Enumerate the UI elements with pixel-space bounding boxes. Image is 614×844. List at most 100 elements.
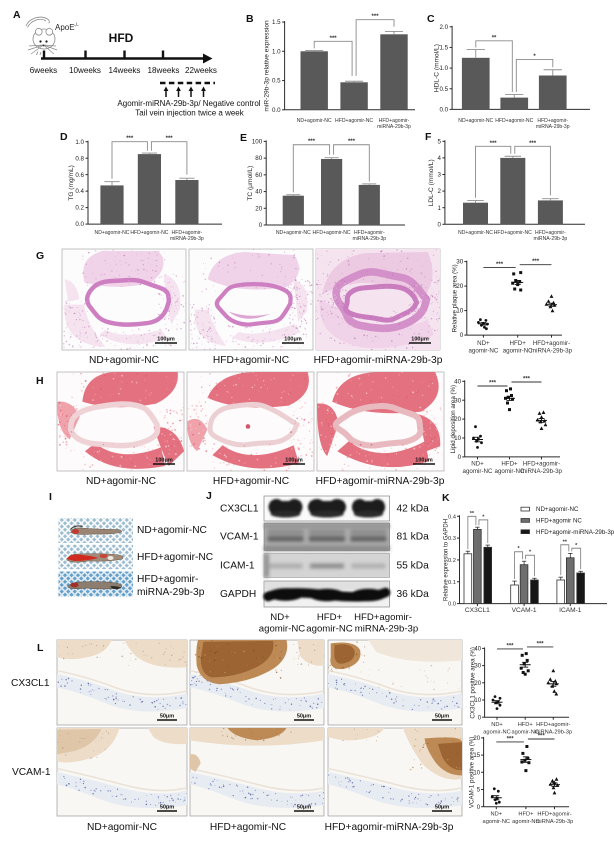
svg-text:agomir-NC: agomir-NC bbox=[259, 624, 305, 635]
svg-text:18weeks: 18weeks bbox=[148, 66, 180, 75]
svg-text:E: E bbox=[240, 132, 247, 144]
svg-text:0: 0 bbox=[460, 332, 464, 339]
svg-text:TC (μmol/L): TC (μmol/L) bbox=[247, 166, 254, 201]
svg-text:HFD+agomir-NC: HFD+agomir-NC bbox=[313, 230, 351, 236]
svg-text:100μm: 100μm bbox=[415, 458, 433, 464]
svg-text:ND+agomir-NC: ND+agomir-NC bbox=[458, 230, 493, 236]
svg-text:0: 0 bbox=[259, 222, 263, 229]
svg-text:0.2: 0.2 bbox=[75, 205, 84, 212]
svg-text:20: 20 bbox=[473, 736, 480, 742]
svg-text:HFD+agomir-: HFD+agomir- bbox=[379, 118, 410, 124]
svg-text:ND+agomir-NC: ND+agomir-NC bbox=[276, 230, 311, 236]
svg-text:agomir-NC: agomir-NC bbox=[483, 819, 511, 825]
svg-text:4: 4 bbox=[437, 155, 441, 162]
svg-text:3: 3 bbox=[437, 172, 441, 179]
svg-text:6weeks: 6weeks bbox=[30, 66, 57, 75]
svg-text:50μm: 50μm bbox=[297, 805, 311, 811]
svg-text:miRNA-29b-3p: miRNA-29b-3p bbox=[170, 236, 204, 242]
svg-text:miRNA-29b-3p: miRNA-29b-3p bbox=[521, 468, 562, 475]
svg-text:0.6: 0.6 bbox=[75, 172, 84, 179]
svg-text:HFD+: HFD+ bbox=[501, 461, 518, 468]
svg-text:HFD+: HFD+ bbox=[518, 812, 534, 818]
svg-text:HFD+agomir-NC: HFD+agomir-NC bbox=[213, 355, 289, 366]
svg-text:HFD+agomir-: HFD+agomir- bbox=[535, 230, 566, 236]
svg-text:HFD+agomir-: HFD+agomir- bbox=[354, 612, 412, 623]
svg-text:LDL-C (mmol/L): LDL-C (mmol/L) bbox=[428, 159, 435, 206]
svg-text:Lipid deposition area (%): Lipid deposition area (%) bbox=[450, 385, 457, 453]
svg-text:CX3CL1: CX3CL1 bbox=[11, 678, 50, 689]
svg-text:CX3CL1 positive area (%): CX3CL1 positive area (%) bbox=[470, 647, 477, 719]
svg-text:HFD+agomir-: HFD+agomir- bbox=[354, 230, 385, 236]
svg-text:30: 30 bbox=[456, 259, 464, 266]
svg-text:HFD+agomir-NC: HFD+agomir-NC bbox=[495, 118, 533, 124]
svg-text:***: *** bbox=[507, 736, 515, 742]
svg-text:0.0: 0.0 bbox=[75, 221, 84, 228]
svg-text:0.8: 0.8 bbox=[75, 155, 84, 162]
svg-text:miRNA-29b-3p: miRNA-29b-3p bbox=[536, 124, 570, 130]
svg-text:15: 15 bbox=[473, 753, 480, 759]
svg-text:ND+agomir-NC: ND+agomir-NC bbox=[95, 230, 130, 236]
svg-text:agomir-NC: agomir-NC bbox=[306, 624, 352, 635]
svg-text:42 kDa: 42 kDa bbox=[397, 504, 430, 515]
svg-text:10: 10 bbox=[454, 435, 462, 442]
svg-text:***: *** bbox=[372, 14, 380, 20]
svg-text:CX3CL1: CX3CL1 bbox=[465, 607, 490, 614]
svg-text:5: 5 bbox=[477, 788, 481, 794]
svg-text:50μm: 50μm bbox=[160, 714, 174, 720]
svg-text:0.5: 0.5 bbox=[439, 86, 448, 93]
svg-text:20: 20 bbox=[474, 681, 481, 687]
svg-text:ICAM-1: ICAM-1 bbox=[559, 607, 582, 614]
svg-text:miRNA-29b-3p: miRNA-29b-3p bbox=[534, 236, 568, 242]
svg-text:K: K bbox=[442, 492, 450, 504]
svg-text:1.5: 1.5 bbox=[272, 19, 281, 26]
svg-text:20: 20 bbox=[454, 416, 462, 423]
svg-text:**: ** bbox=[492, 35, 497, 41]
svg-text:agomir-NC: agomir-NC bbox=[463, 468, 493, 475]
svg-text:0: 0 bbox=[477, 805, 481, 811]
svg-text:0.4: 0.4 bbox=[448, 514, 457, 520]
svg-text:**: ** bbox=[470, 511, 475, 517]
svg-text:0: 0 bbox=[458, 454, 462, 461]
svg-text:I: I bbox=[49, 491, 52, 503]
svg-text:miRNA-29b-3p: miRNA-29b-3p bbox=[534, 730, 572, 736]
svg-text:GAPDH: GAPDH bbox=[220, 589, 256, 600]
svg-text:Relative expression to GAPDH: Relative expression to GAPDH bbox=[444, 519, 450, 601]
svg-text:2.0: 2.0 bbox=[439, 24, 448, 31]
svg-text:***: *** bbox=[330, 36, 338, 42]
svg-text:0: 0 bbox=[478, 715, 482, 721]
svg-text:L: L bbox=[37, 642, 44, 654]
svg-text:VCAM-1 positive area (%): VCAM-1 positive area (%) bbox=[469, 737, 476, 809]
svg-text:miRNA-29b-3p: miRNA-29b-3p bbox=[536, 819, 574, 825]
svg-text:HFD+: HFD+ bbox=[518, 722, 534, 728]
svg-text:22weeks: 22weeks bbox=[185, 66, 217, 75]
svg-text:0.0: 0.0 bbox=[272, 107, 281, 114]
svg-text:ND+: ND+ bbox=[491, 812, 503, 818]
svg-text:1.0: 1.0 bbox=[272, 48, 281, 55]
svg-text:0.1: 0.1 bbox=[448, 580, 456, 586]
svg-text:HDL-C (mmol/L): HDL-C (mmol/L) bbox=[434, 44, 441, 92]
svg-text:HFD+agomir-: HFD+agomir- bbox=[137, 574, 198, 585]
svg-text:agomir-NC: agomir-NC bbox=[483, 730, 511, 736]
svg-text:50μm: 50μm bbox=[435, 805, 449, 811]
svg-text:***: *** bbox=[126, 136, 134, 142]
svg-text:*: * bbox=[575, 543, 578, 549]
svg-text:ND+: ND+ bbox=[471, 461, 484, 468]
svg-text:***: *** bbox=[308, 139, 316, 145]
svg-text:0.2: 0.2 bbox=[448, 558, 456, 564]
svg-text:30: 30 bbox=[454, 397, 462, 404]
svg-text:HFD: HFD bbox=[109, 31, 134, 45]
svg-text:0: 0 bbox=[437, 221, 441, 228]
svg-text:ND+: ND+ bbox=[477, 340, 490, 347]
svg-text:40: 40 bbox=[454, 378, 462, 385]
svg-text:HFD+agomir-: HFD+agomir- bbox=[523, 461, 560, 468]
svg-text:ApoE: ApoE bbox=[55, 23, 75, 32]
svg-text:HFD+agomir-NC: HFD+agomir-NC bbox=[137, 552, 213, 563]
svg-text:VCAM-1: VCAM-1 bbox=[512, 607, 537, 614]
svg-text:60: 60 bbox=[255, 172, 262, 179]
svg-text:HFD+agomir-miRNA-29b-3p: HFD+agomir-miRNA-29b-3p bbox=[314, 355, 443, 366]
svg-text:2: 2 bbox=[437, 188, 441, 195]
svg-text:***: *** bbox=[166, 136, 174, 142]
svg-text:Relative plaque area (%): Relative plaque area (%) bbox=[452, 264, 459, 332]
svg-text:10: 10 bbox=[473, 770, 480, 776]
svg-text:100: 100 bbox=[252, 139, 263, 146]
